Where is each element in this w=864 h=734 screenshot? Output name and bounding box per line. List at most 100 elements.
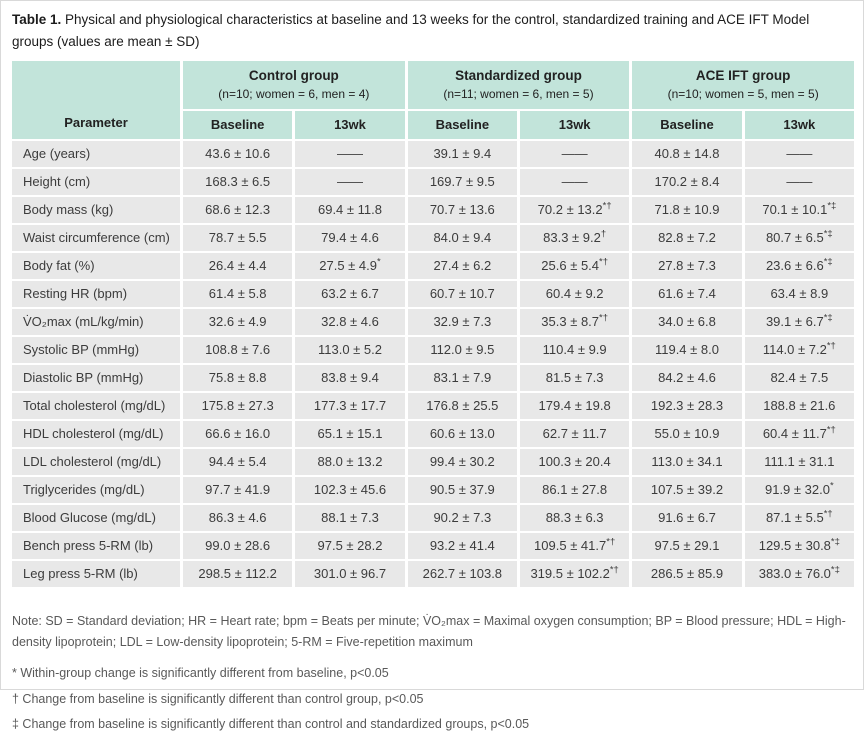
value-cell: 25.6 ± 5.4*† <box>519 253 630 279</box>
value-cell: 188.8 ± 21.6 <box>744 393 854 419</box>
subheader-standardized-13wk: 13wk <box>519 111 630 139</box>
value-cell: 179.4 ± 19.8 <box>519 393 630 419</box>
value-cell: 70.1 ± 10.1*‡ <box>744 197 854 223</box>
value-cell: 83.3 ± 9.2† <box>519 225 630 251</box>
value-cell: 97.5 ± 28.2 <box>295 533 405 559</box>
value-cell: 90.5 ± 37.9 <box>407 477 517 503</box>
subheader-control-baseline: Baseline <box>183 111 293 139</box>
value-cell: 32.8 ± 4.6 <box>295 309 405 335</box>
parameter-cell: LDL cholesterol (mg/dL) <box>12 449 180 475</box>
group-subtitle-control: (n=10; women = 6, men = 4) <box>218 87 370 101</box>
table-row: Blood Glucose (mg/dL) 86.3 ± 4.6 88.1 ± 7.… <box>12 505 854 531</box>
value-cell: 108.8 ± 7.6 <box>183 337 293 363</box>
subheader-row: Baseline 13wk Baseline 13wk Baseline 13w… <box>12 111 854 139</box>
value-cell: 60.7 ± 10.7 <box>407 281 517 307</box>
table-row: Diastolic BP (mmHg) 75.8 ± 8.8 83.8 ± 9.4 8… <box>12 365 854 391</box>
table-row: Body fat (%) 26.4 ± 4.4 27.5 ± 4.9* 27.4 ± … <box>12 253 854 279</box>
value-cell: 60.6 ± 13.0 <box>407 421 517 447</box>
value-cell: 83.8 ± 9.4 <box>295 365 405 391</box>
significance-marker: *† <box>602 200 612 212</box>
table-row: Resting HR (bpm) 61.4 ± 5.8 63.2 ± 6.7 60.7… <box>12 281 854 307</box>
value-cell: 39.1 ± 6.7*‡ <box>744 309 854 335</box>
significance-marker: * <box>377 256 381 268</box>
value-cell: 34.0 ± 6.8 <box>632 309 742 335</box>
value-cell: 192.3 ± 28.3 <box>632 393 742 419</box>
value-cell: 87.1 ± 5.5*† <box>744 505 854 531</box>
table-header: Parameter Control group (n=10; women = 6… <box>12 61 854 139</box>
value-cell: 301.0 ± 96.7 <box>295 561 405 587</box>
parameter-cell: Total cholesterol (mg/dL) <box>12 393 180 419</box>
value-cell: 55.0 ± 10.9 <box>632 421 742 447</box>
value-cell: 102.3 ± 45.6 <box>295 477 405 503</box>
significance-marker: *‡ <box>823 256 833 268</box>
significance-marker: *‡ <box>823 312 833 324</box>
value-cell: 61.4 ± 5.8 <box>183 281 293 307</box>
value-cell: 90.2 ± 7.3 <box>407 505 517 531</box>
value-cell: 86.3 ± 4.6 <box>183 505 293 531</box>
parameter-cell: Blood Glucose (mg/dL) <box>12 505 180 531</box>
value-cell: 91.9 ± 32.0* <box>744 477 854 503</box>
group-name-ace-ift: ACE IFT group <box>695 68 791 83</box>
table-row: Total cholesterol (mg/dL) 175.8 ± 27.3 177… <box>12 393 854 419</box>
value-cell: 93.2 ± 41.4 <box>407 533 517 559</box>
parameter-cell: Triglycerides (mg/dL) <box>12 477 180 503</box>
significance-marker: *† <box>609 564 619 576</box>
value-cell: 383.0 ± 76.0*‡ <box>744 561 854 587</box>
parameter-cell: V̇O₂max (mL/kg/min) <box>12 309 180 335</box>
value-cell: 111.1 ± 31.1 <box>744 449 854 475</box>
value-cell: 113.0 ± 5.2 <box>295 337 405 363</box>
value-cell: 91.6 ± 6.7 <box>632 505 742 531</box>
table-row: HDL cholesterol (mg/dL) 66.6 ± 16.0 65.1 ±… <box>12 421 854 447</box>
value-cell: 66.6 ± 16.0 <box>183 421 293 447</box>
notes-section: Note: SD = Standard deviation; HR = Hear… <box>1 611 863 734</box>
table-row: Leg press 5-RM (lb) 298.5 ± 112.2 301.0 ± … <box>12 561 854 587</box>
value-cell: 63.4 ± 8.9 <box>744 281 854 307</box>
table-row: Waist circumference (cm) 78.7 ± 5.5 79.4 ±… <box>12 225 854 251</box>
group-subtitle-standardized: (n=11; women = 6, men = 5) <box>443 87 594 101</box>
characteristics-table: Parameter Control group (n=10; women = 6… <box>9 59 857 589</box>
value-cell: 32.9 ± 7.3 <box>407 309 517 335</box>
significance-marker: *‡ <box>823 228 833 240</box>
value-cell: 99.4 ± 30.2 <box>407 449 517 475</box>
value-cell: 107.5 ± 39.2 <box>632 477 742 503</box>
footnote: * Within-group change is significantly d… <box>12 666 389 680</box>
abbreviations-note: Note: SD = Standard deviation; HR = Hear… <box>12 614 846 649</box>
value-cell: 39.1 ± 9.4 <box>407 141 517 167</box>
group-header-row: Parameter Control group (n=10; women = 6… <box>12 61 854 139</box>
group-header-ace-ift: ACE IFT group (n=10; women = 5, men = 5) <box>632 61 854 109</box>
value-cell: 177.3 ± 17.7 <box>295 393 405 419</box>
value-cell: 61.6 ± 7.4 <box>632 281 742 307</box>
value-cell: 70.2 ± 13.2*† <box>519 197 630 223</box>
table-title: Table 1. Physical and physiological char… <box>1 1 863 52</box>
value-cell: 88.3 ± 6.3 <box>519 505 630 531</box>
subheader-ace-ift-13wk: 13wk <box>744 111 854 139</box>
table-row: V̇O₂max (mL/kg/min) 32.6 ± 4.9 32.8 ± 4.6 3… <box>12 309 854 335</box>
table-caption: Physical and physiological characteristi… <box>12 12 810 49</box>
value-cell: 35.3 ± 8.7*† <box>519 309 630 335</box>
significance-marker: *† <box>826 424 836 436</box>
parameter-cell: Bench press 5-RM (lb) <box>12 533 180 559</box>
value-cell: 97.5 ± 29.1 <box>632 533 742 559</box>
value-cell: —— <box>744 141 854 167</box>
table-row: Age (years) 43.6 ± 10.6 —— 39.1 ± 9.4 —— 40.8… <box>12 141 854 167</box>
value-cell: 62.7 ± 11.7 <box>519 421 630 447</box>
value-cell: 97.7 ± 41.9 <box>183 477 293 503</box>
value-cell: 68.6 ± 12.3 <box>183 197 293 223</box>
value-cell: 86.1 ± 27.8 <box>519 477 630 503</box>
significance-marker: *‡ <box>830 536 840 548</box>
value-cell: 175.8 ± 27.3 <box>183 393 293 419</box>
group-name-control: Control group <box>248 68 339 83</box>
value-cell: 119.4 ± 8.0 <box>632 337 742 363</box>
value-cell: 84.0 ± 9.4 <box>407 225 517 251</box>
parameter-column-header: Parameter <box>12 61 180 139</box>
value-cell: 169.7 ± 9.5 <box>407 169 517 195</box>
significance-marker: *‡ <box>830 564 840 576</box>
parameter-cell: Waist circumference (cm) <box>12 225 180 251</box>
table-body: Age (years) 43.6 ± 10.6 —— 39.1 ± 9.4 —— 40.8… <box>12 141 854 587</box>
significance-marker: *† <box>823 508 833 520</box>
parameter-cell: HDL cholesterol (mg/dL) <box>12 421 180 447</box>
value-cell: 32.6 ± 4.9 <box>183 309 293 335</box>
table-row: Height (cm) 168.3 ± 6.5 —— 169.7 ± 9.5 —— 170… <box>12 169 854 195</box>
parameter-cell: Diastolic BP (mmHg) <box>12 365 180 391</box>
